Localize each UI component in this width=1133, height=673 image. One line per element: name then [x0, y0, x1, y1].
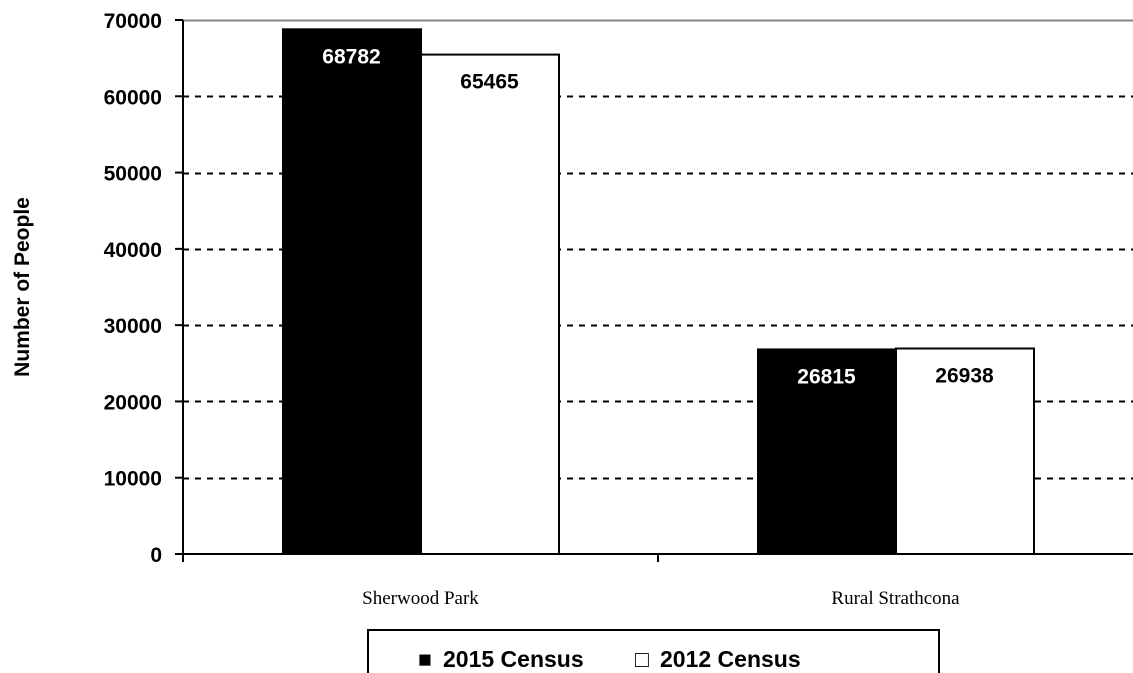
bar — [895, 347, 1035, 556]
y-tick-label: 20000 — [104, 391, 162, 414]
data-labels: 68782 65465 26815 26938 — [322, 45, 994, 388]
bar — [282, 28, 422, 555]
y-tick-label: 70000 — [104, 10, 162, 33]
bar — [420, 53, 560, 555]
legend-item: ■ 2015 Census — [418, 646, 584, 672]
y-tick-label: 10000 — [104, 468, 162, 491]
axes: Sherwood Park Rural Strathcona 0 10000 20000… — [104, 10, 1133, 609]
legend-symbol: ■ — [418, 646, 432, 672]
y-tick-label: 30000 — [104, 315, 162, 338]
data-label: 68782 — [322, 45, 380, 68]
y-tick-label: 0 — [150, 544, 162, 567]
y-tick-label: 50000 — [104, 163, 162, 186]
data-label: 26938 — [935, 365, 994, 388]
legend-item: □ 2012 Census — [635, 646, 801, 672]
y-tick-label: 60000 — [104, 86, 162, 109]
x-tick-label: Rural Strathcona — [831, 588, 960, 609]
y-tick-label: 40000 — [104, 239, 162, 262]
legend-box — [367, 629, 940, 673]
legend-label: 2015 Census — [443, 646, 584, 672]
y-axis-title: Number of People — [11, 197, 34, 377]
legend: ■ 2015 Census □ 2012 Census — [367, 629, 940, 673]
data-label: 26815 — [797, 365, 856, 388]
legend-label: 2012 Census — [660, 646, 801, 672]
bar — [757, 348, 897, 555]
bars — [282, 28, 1035, 556]
legend-symbol: □ — [635, 646, 649, 672]
data-label: 65465 — [460, 71, 519, 94]
x-tick-label: Sherwood Park — [362, 588, 479, 609]
